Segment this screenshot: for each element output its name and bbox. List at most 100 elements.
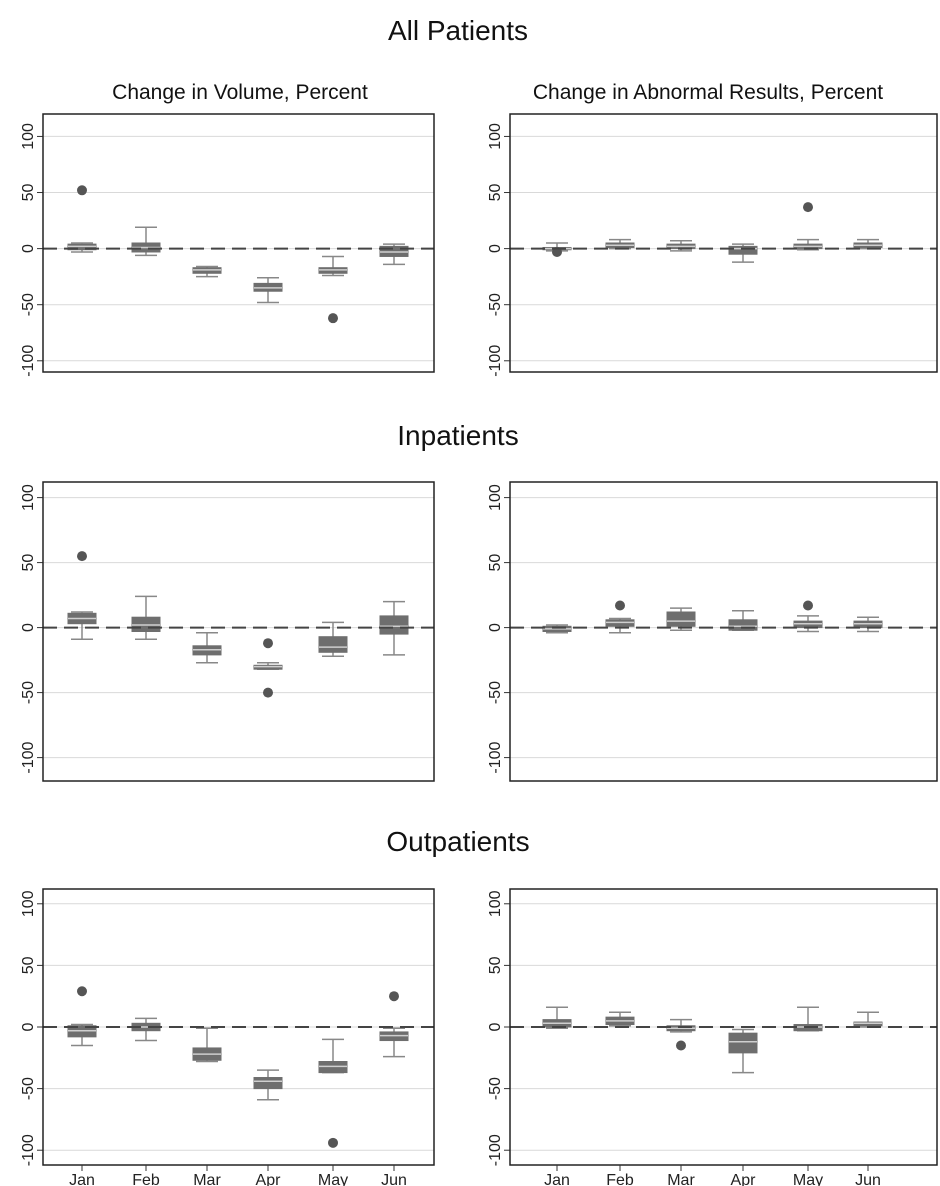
box-body (728, 245, 758, 255)
box-feb (131, 595, 161, 641)
x-tick-label: May (793, 1172, 823, 1186)
box-jan (67, 185, 97, 253)
box-feb (131, 1017, 161, 1042)
panel-6: 100 50 0 -50 -100 Jan Feb Mar Apr May Jun (487, 888, 938, 1186)
x-tick-label: Apr (256, 1172, 282, 1186)
y-tick-label: 100 (20, 890, 37, 917)
y-tick-label: -100 (487, 741, 504, 773)
box-apr (253, 277, 283, 304)
plot-frame (509, 481, 938, 782)
box-jan (542, 1006, 572, 1029)
box-jun (379, 243, 409, 266)
panel-2: 100 50 0 -50 -100 (487, 113, 938, 377)
box-body (379, 615, 409, 635)
section-title-outpatients: Outpatients (386, 826, 529, 857)
y-tick-label: -100 (20, 741, 37, 773)
box-may (318, 621, 348, 657)
box-feb (605, 1011, 635, 1027)
y-tick-label: 100 (487, 484, 504, 511)
x-tick-label: Mar (667, 1172, 695, 1186)
y-tick-label: -100 (20, 1134, 37, 1166)
x-tick-label: Apr (731, 1172, 757, 1186)
panel-1: 100 50 0 -50 -100 (20, 113, 435, 377)
section-title-inpatients: Inpatients (397, 420, 518, 451)
outlier-point (803, 600, 813, 611)
box-mar (666, 1018, 696, 1051)
box-jan (67, 551, 97, 641)
plot-frame (42, 113, 435, 373)
box-jun (379, 600, 409, 656)
y-tick-label: 50 (487, 554, 504, 572)
box-body (728, 1032, 758, 1054)
x-tick-label: May (318, 1172, 348, 1186)
box-feb (131, 226, 161, 257)
outlier-point (77, 185, 87, 196)
outlier-point (328, 313, 338, 324)
box-jan (542, 624, 572, 634)
outlier-point (328, 1137, 338, 1148)
y-tick-label: 0 (487, 1022, 504, 1031)
outlier-point (77, 551, 87, 562)
y-tick-label: -50 (487, 681, 504, 704)
y-tick-label: 50 (20, 184, 37, 202)
box-apr (253, 1069, 283, 1101)
plot-frame (42, 888, 435, 1166)
y-tick-label: -50 (487, 1077, 504, 1100)
outlier-point (676, 1040, 686, 1051)
y-tick-label: 100 (20, 484, 37, 511)
x-tick-label: Jan (544, 1172, 570, 1186)
box-body (318, 636, 348, 653)
box-mar (666, 607, 696, 631)
x-tick-label: Jun (855, 1172, 881, 1186)
box-body (728, 619, 758, 631)
outlier-point (77, 986, 87, 997)
panel-4: 100 50 0 -50 -100 (487, 481, 938, 782)
x-tick-label: Mar (193, 1172, 221, 1186)
outlier-point (389, 991, 399, 1002)
box-may (318, 255, 348, 324)
box-mar (192, 265, 222, 278)
x-tick-label: Jun (381, 1172, 407, 1186)
y-tick-label: -100 (487, 1134, 504, 1166)
panel-3: 100 50 0 -50 -100 (20, 481, 435, 782)
panel-5: 100 50 0 -50 -100 Jan Feb Mar Apr May Jun (20, 888, 435, 1186)
outlier-point (263, 687, 273, 698)
y-tick-label: -100 (20, 345, 37, 377)
y-tick-label: 50 (487, 184, 504, 202)
y-tick-label: 50 (20, 554, 37, 572)
y-tick-label: -50 (20, 293, 37, 316)
y-tick-label: 100 (20, 123, 37, 150)
outlier-point (803, 202, 813, 213)
plot-frame (509, 888, 938, 1166)
section-title-all-patients: All Patients (388, 15, 528, 46)
x-tick-label: Feb (132, 1172, 160, 1186)
box-apr (728, 243, 758, 263)
y-tick-label: -50 (487, 293, 504, 316)
box-may (318, 1038, 348, 1148)
box-may (793, 202, 823, 251)
box-jan (67, 986, 97, 1047)
outlier-point (263, 638, 273, 649)
y-tick-label: 0 (20, 1022, 37, 1031)
y-tick-label: 100 (487, 123, 504, 150)
box-apr (728, 1028, 758, 1074)
y-tick-label: 0 (20, 244, 37, 253)
y-tick-label: 0 (487, 244, 504, 253)
box-jan (542, 242, 572, 257)
box-body (253, 1077, 283, 1090)
box-body (666, 611, 696, 627)
plot-frame (42, 481, 435, 782)
y-tick-label: 50 (487, 956, 504, 974)
column-title-volume: Change in Volume, Percent (112, 81, 368, 104)
box-feb (605, 238, 635, 250)
box-jun (853, 238, 883, 250)
box-mar (192, 1027, 222, 1063)
y-tick-label: -50 (20, 1077, 37, 1100)
box-mar (192, 632, 222, 664)
y-tick-label: -50 (20, 681, 37, 704)
y-tick-label: 50 (20, 956, 37, 974)
y-tick-label: 100 (487, 890, 504, 917)
column-title-abnormal: Change in Abnormal Results, Percent (533, 81, 883, 104)
outlier-point (615, 600, 625, 611)
